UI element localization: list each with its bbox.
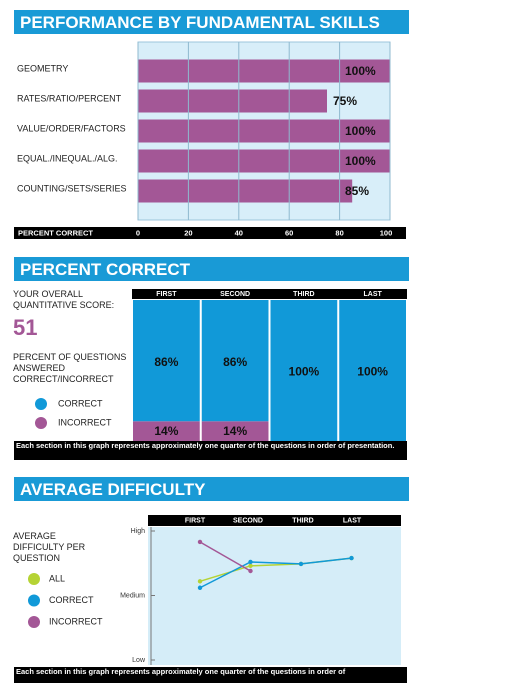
x-tick-label: 20: [184, 228, 192, 237]
point: [298, 561, 304, 567]
footnote: Each section in this graph represents ap…: [14, 667, 407, 683]
x-tick-label: 100: [380, 228, 393, 237]
legend-label: CORRECT: [49, 595, 94, 605]
bar-segment: [133, 300, 200, 422]
legend-marker: [35, 417, 47, 429]
value-label: 100%: [345, 64, 376, 78]
category-label: COUNTING/SETS/SERIES: [17, 183, 127, 193]
legend-label: CORRECT: [58, 398, 103, 408]
score-label: YOUR OVERALL QUANTITATIVE SCORE:: [13, 289, 115, 310]
category-label: VALUE/ORDER/FACTORS: [17, 123, 126, 133]
category-label: EQUAL./INEQUAL./ALG.: [17, 153, 118, 163]
bar-segment: [201, 421, 269, 441]
category-label: RATES/RATIO/PERCENT: [17, 93, 122, 103]
value-label: 100%: [345, 154, 376, 168]
score: 51: [13, 315, 38, 340]
value-label: 100%: [345, 124, 376, 138]
section-header: AVERAGE DIFFICULTY: [14, 477, 409, 501]
category-label: LAST: [363, 291, 382, 298]
bar-segment: [201, 300, 269, 422]
axis-bar: [14, 227, 406, 239]
bar: [138, 89, 327, 113]
legend-marker: [28, 594, 40, 607]
category-label: LAST: [343, 517, 362, 524]
bar-segment: [133, 421, 200, 441]
bar: [138, 149, 390, 173]
section-header: PERFORMANCE BY FUNDAMENTAL SKILLS: [14, 10, 409, 34]
x-tick-label: 0: [136, 228, 140, 237]
plot-area: [148, 527, 401, 665]
value-label: 100%: [289, 365, 320, 379]
point: [197, 585, 203, 590]
category-label: FIRST: [185, 517, 206, 524]
legend-label: ALL: [49, 573, 65, 583]
column-header: [132, 289, 407, 299]
category-label: SECOND: [220, 291, 250, 298]
value-label: 14%: [154, 424, 178, 438]
series-line: [199, 557, 352, 589]
x-tick-label: 60: [285, 228, 293, 237]
legend-marker: [28, 616, 40, 628]
x-tick-label: 80: [335, 228, 343, 237]
y-tick-label: Medium: [120, 592, 145, 599]
point: [248, 568, 253, 574]
value-label: 75%: [333, 94, 357, 108]
y-tick-label: Low: [132, 657, 146, 664]
footnote: Each section in this graph represents ap…: [14, 441, 407, 460]
series-line: [199, 541, 251, 572]
value-label: 86%: [154, 355, 178, 369]
category-label: SECOND: [233, 517, 263, 524]
axis-title: PERCENT CORRECT: [18, 228, 93, 237]
legend-label: INCORRECT: [58, 417, 112, 427]
column-header: [148, 515, 401, 526]
point: [349, 555, 354, 561]
category-label: THIRD: [292, 517, 313, 524]
bar: [138, 59, 390, 83]
value-label: 85%: [345, 184, 369, 198]
value-label: 100%: [357, 365, 388, 379]
legend-marker: [28, 573, 40, 585]
point: [248, 559, 253, 565]
bar: [138, 179, 353, 203]
x-tick-label: 40: [235, 228, 243, 237]
legend-label: INCORRECT: [49, 616, 103, 626]
category-label: THIRD: [293, 291, 314, 298]
description: AVERAGE DIFFICULTY PER QUESTION: [13, 531, 86, 563]
description: PERCENT OF QUESTIONS ANSWERED CORRECT/IN…: [13, 352, 127, 384]
point: [197, 539, 203, 545]
section-header: PERCENT CORRECT: [14, 257, 409, 281]
value-label: 86%: [223, 355, 247, 369]
point: [197, 579, 203, 584]
y-tick-label: High: [131, 528, 146, 535]
value-label: 14%: [223, 424, 247, 438]
category-label: FIRST: [156, 291, 177, 298]
point: [248, 563, 253, 569]
legend-marker: [35, 398, 47, 410]
bar: [138, 119, 390, 143]
bar-segment: [339, 300, 406, 441]
bar-segment: [270, 300, 338, 441]
category-label: GEOMETRY: [17, 63, 68, 73]
